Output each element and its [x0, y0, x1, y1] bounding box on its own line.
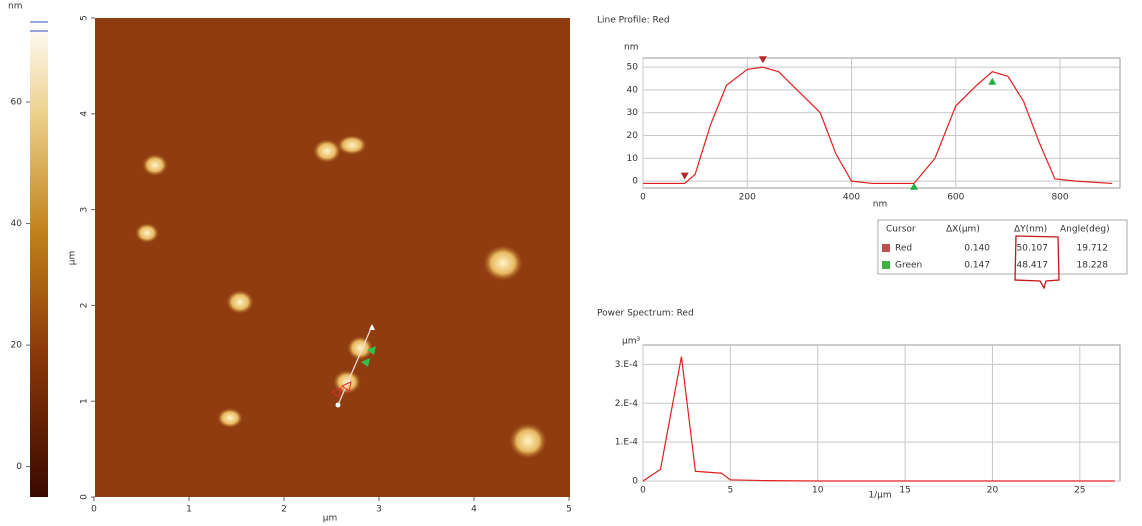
particles [135, 135, 547, 459]
colorbar-tick-label: 40 [11, 219, 23, 229]
chart-title: Power Spectrum: Red [597, 309, 694, 319]
table-cell: 50.107 [1017, 244, 1049, 254]
x-tick-label: 0 [640, 486, 646, 496]
y-tick-label: 2 [80, 303, 90, 309]
row-swatch [882, 244, 890, 252]
y-tick-label: 0 [632, 477, 638, 487]
table-cell: Red [895, 244, 912, 254]
cursor [367, 346, 376, 355]
y-tick-label: 0 [80, 494, 90, 500]
colorbar-tick-label: 60 [11, 98, 23, 108]
y-unit: µm³ [622, 337, 640, 347]
cursor-marker [758, 56, 767, 64]
cursor-marker [910, 182, 919, 190]
y-tick-label: 10 [627, 154, 639, 164]
cursor [330, 387, 342, 398]
table-cell: 48.417 [1017, 261, 1049, 271]
x-tick-label: 800 [1051, 193, 1068, 203]
y-tick-label: 40 [627, 85, 639, 95]
annotation-box [1014, 235, 1060, 290]
y-tick-label: 1 [80, 398, 90, 404]
y-tick-label: 3.E-4 [615, 360, 639, 370]
y-tick-label: 1.E-4 [615, 438, 639, 448]
x-tick-label: 400 [843, 193, 860, 203]
x-tick-label: 1 [186, 505, 192, 515]
y-tick-label: 30 [627, 108, 639, 118]
x-axis-label: 1/µm [868, 491, 891, 501]
y-axis-label: µm [68, 251, 78, 266]
table-header: ΔY(nm) [1014, 225, 1047, 235]
x-tick-label: 200 [739, 193, 756, 203]
cursor [340, 381, 352, 392]
x-tick-label: 25 [1074, 486, 1085, 496]
x-axis-label: µm [323, 514, 338, 524]
x-tick-label: 10 [812, 486, 824, 496]
table-cell: Green [895, 261, 922, 271]
y-tick-label: 0 [632, 177, 638, 187]
x-tick-label: 5 [566, 505, 572, 515]
plot-area [642, 57, 1121, 189]
table-header: Cursor [886, 225, 916, 235]
profile-start [335, 402, 341, 408]
y-tick-label: 4 [80, 111, 90, 117]
x-axis-label: nm [873, 200, 887, 210]
table-cell: 18.228 [1077, 261, 1109, 271]
data-line [642, 356, 1115, 482]
table-header: ΔX(µm) [946, 225, 980, 235]
x-tick-label: 0 [640, 193, 646, 203]
x-tick-label: 3 [376, 505, 382, 515]
plot-area [642, 344, 1121, 482]
profile-line [337, 325, 373, 406]
x-tick-label: 2 [281, 505, 287, 515]
y-tick-label: 20 [627, 131, 639, 141]
y-tick-label: 2.E-4 [615, 399, 639, 409]
x-tick-label: 0 [91, 505, 97, 515]
colorbar-tick-label: 0 [16, 462, 22, 472]
cursor [361, 358, 370, 367]
table-header: Angle(deg) [1060, 225, 1110, 235]
data-line [643, 66, 1113, 185]
cursor-marker [680, 172, 689, 180]
cursor-marker [988, 77, 997, 85]
y-tick-label: 3 [80, 207, 90, 213]
x-tick-label: 5 [727, 486, 733, 496]
table-cell: 0.140 [964, 244, 990, 254]
colorbar-tick-label: 20 [11, 341, 23, 351]
row-swatch [882, 261, 890, 269]
profile-end [369, 324, 375, 330]
cursor-table [877, 219, 1128, 275]
y-tick-label: 50 [627, 63, 639, 73]
table-cell: 19.712 [1077, 244, 1109, 254]
x-tick-label: 15 [899, 486, 910, 496]
x-tick-label: 600 [947, 193, 964, 203]
chart-title: Line Profile: Red [597, 16, 670, 26]
x-tick-label: 4 [471, 505, 477, 515]
table-cell: 0.147 [964, 261, 990, 271]
y-unit: nm [624, 43, 638, 53]
colorbar-unit: nm [8, 2, 22, 12]
x-tick-label: 20 [987, 486, 999, 496]
y-tick-label: 5 [80, 15, 90, 21]
colorbar [30, 20, 48, 497]
